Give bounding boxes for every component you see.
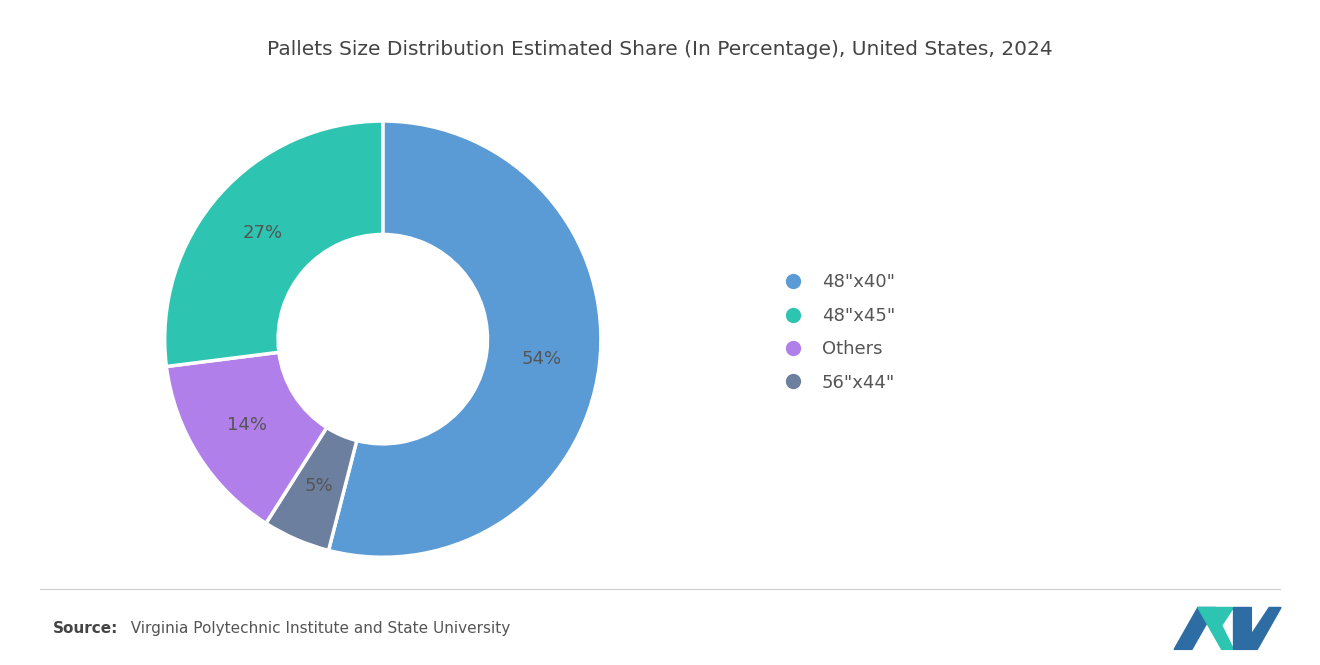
Polygon shape bbox=[1175, 608, 1216, 649]
Legend: 48"x40", 48"x45", Others, 56"x44": 48"x40", 48"x45", Others, 56"x44" bbox=[775, 273, 895, 392]
Text: 54%: 54% bbox=[521, 350, 562, 368]
Text: Pallets Size Distribution Estimated Share (In Percentage), United States, 2024: Pallets Size Distribution Estimated Shar… bbox=[267, 40, 1053, 59]
Wedge shape bbox=[329, 121, 601, 557]
Text: Virginia Polytechnic Institute and State University: Virginia Polytechnic Institute and State… bbox=[121, 621, 511, 636]
Polygon shape bbox=[1233, 608, 1280, 649]
Wedge shape bbox=[265, 428, 356, 551]
Text: 27%: 27% bbox=[243, 224, 282, 242]
Wedge shape bbox=[165, 121, 383, 366]
Polygon shape bbox=[1199, 608, 1233, 649]
Wedge shape bbox=[166, 352, 327, 523]
Text: Source:: Source: bbox=[53, 621, 119, 636]
Text: 14%: 14% bbox=[227, 416, 268, 434]
Text: 5%: 5% bbox=[305, 477, 334, 495]
